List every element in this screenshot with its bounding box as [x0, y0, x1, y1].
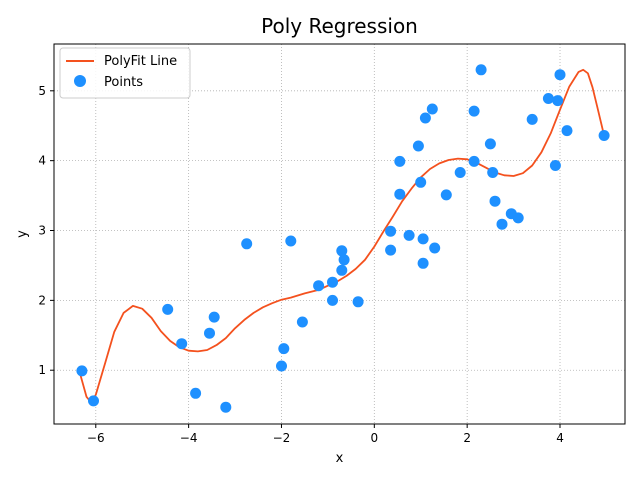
- plot-frame: [53, 43, 626, 425]
- scatter-point: [385, 225, 397, 237]
- scatter-point: [403, 229, 415, 241]
- scatter-point: [76, 365, 88, 377]
- scatter-point: [429, 242, 441, 254]
- scatter-point: [484, 138, 496, 150]
- scatter-point: [415, 176, 427, 188]
- scatter-point: [489, 195, 501, 207]
- scatter-point: [327, 294, 338, 306]
- scatter-point: [241, 238, 253, 250]
- scatter-point: [276, 360, 287, 372]
- scatter-point: [394, 155, 406, 167]
- scatter-point: [598, 130, 610, 141]
- scatter-point: [394, 188, 406, 200]
- scatter-point: [162, 303, 174, 315]
- scatter-point: [440, 189, 452, 201]
- scatter-point: [549, 160, 561, 171]
- scatter-point: [496, 218, 508, 230]
- scatter-point: [554, 69, 566, 81]
- x-tick-label: 0: [370, 431, 378, 445]
- grid-lines: [54, 44, 625, 424]
- scatter-point: [190, 387, 202, 399]
- scatter-point: [412, 140, 424, 152]
- axis-ticks: −6 −4 −2 0 2 4 1 2 3 4 5: [38, 84, 563, 445]
- scatter-point: [561, 125, 573, 137]
- scatter-point: [338, 254, 350, 266]
- x-axis-label: x: [336, 451, 344, 466]
- scatter-point: [278, 343, 290, 355]
- scatter-point: [176, 338, 188, 350]
- scatter-point: [313, 280, 325, 292]
- x-tick-label: 2: [463, 431, 471, 445]
- x-tick-label: −4: [180, 431, 198, 445]
- y-tick-label: 5: [38, 84, 46, 98]
- scatter-point: [419, 112, 431, 124]
- y-tick-label: 4: [38, 154, 46, 168]
- scatter-point: [542, 93, 554, 104]
- scatter-point: [385, 244, 397, 256]
- chart-title: Poly Regression: [261, 14, 418, 38]
- y-tick-label: 3: [38, 224, 46, 238]
- legend-label-polyfit: PolyFit Line: [104, 54, 177, 69]
- x-tick-label: −2: [273, 431, 291, 445]
- scatter-point: [352, 296, 364, 308]
- legend-point-swatch: [74, 75, 86, 87]
- scatter-point: [220, 401, 232, 413]
- scatter-point: [336, 264, 348, 276]
- plot-area: [76, 64, 610, 413]
- legend-label-points: Points: [104, 75, 143, 90]
- y-tick-label: 1: [38, 363, 46, 377]
- scatter-point: [468, 155, 480, 167]
- scatter-point: [336, 245, 348, 257]
- scatter-point: [417, 233, 429, 245]
- scatter-point: [296, 316, 308, 328]
- scatter-point: [468, 105, 480, 117]
- scatter-point: [88, 395, 99, 407]
- y-tick-label: 2: [38, 293, 46, 307]
- scatter-point: [285, 235, 297, 247]
- scatter-point: [454, 167, 466, 178]
- polyfit-line: [78, 68, 605, 404]
- scatter-point: [417, 257, 429, 269]
- scatter-point: [552, 95, 564, 107]
- scatter-point: [204, 327, 215, 339]
- scatter-point: [487, 167, 499, 178]
- y-axis-label: y: [15, 230, 30, 238]
- scatter-point: [512, 212, 524, 224]
- x-tick-label: 4: [556, 431, 564, 445]
- scatter-point: [426, 103, 438, 115]
- x-tick-label: −6: [87, 431, 105, 445]
- legend: PolyFit Line Points: [59, 47, 191, 99]
- scatter-point: [327, 276, 338, 288]
- scatter-point: [526, 113, 538, 125]
- scatter-point: [475, 64, 487, 76]
- scatter-point: [208, 311, 220, 323]
